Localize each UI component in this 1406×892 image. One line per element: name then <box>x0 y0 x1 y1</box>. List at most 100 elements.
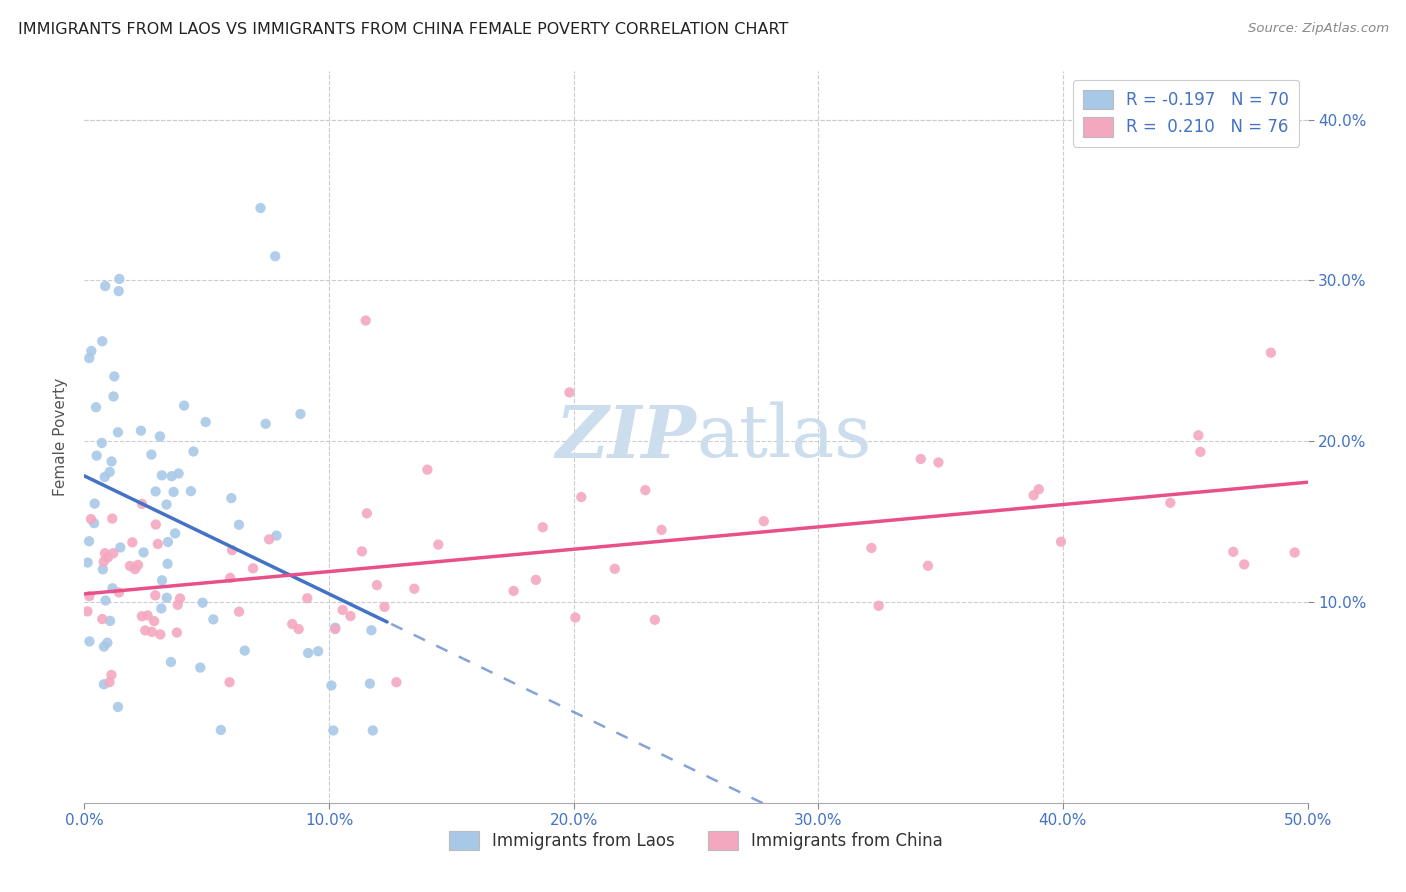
Point <box>1022 488 1045 502</box>
Point <box>361 723 384 738</box>
Point <box>93 555 115 569</box>
Point <box>1260 345 1282 359</box>
Point <box>90 436 112 450</box>
Legend: Immigrants from Laos, Immigrants from China: Immigrants from Laos, Immigrants from Ch… <box>441 824 950 856</box>
Point <box>160 469 183 483</box>
Point <box>118 558 141 573</box>
Point <box>180 484 202 499</box>
Point <box>76 556 98 570</box>
Point <box>297 646 319 660</box>
Point <box>91 334 114 349</box>
Point <box>108 272 131 286</box>
Point <box>165 526 187 541</box>
Point <box>927 455 949 469</box>
Point <box>80 512 103 526</box>
Point <box>373 599 395 614</box>
Point <box>359 676 381 690</box>
Point <box>1028 482 1050 496</box>
Point <box>1284 545 1306 559</box>
Point <box>221 491 243 505</box>
Point <box>100 454 122 468</box>
Point <box>156 591 179 605</box>
Point <box>569 490 592 504</box>
Point <box>194 415 217 429</box>
Point <box>107 425 129 440</box>
Point <box>79 589 101 603</box>
Point <box>644 613 666 627</box>
Point <box>149 627 172 641</box>
Point <box>131 497 153 511</box>
Point <box>98 465 121 479</box>
Point <box>228 605 250 619</box>
Text: IMMIGRANTS FROM LAOS VS IMMIGRANTS FROM CHINA FEMALE POVERTY CORRELATION CHART: IMMIGRANTS FROM LAOS VS IMMIGRANTS FROM … <box>18 22 789 37</box>
Point <box>155 498 177 512</box>
Point <box>264 249 287 263</box>
Point <box>1159 496 1181 510</box>
Point <box>558 385 581 400</box>
Point <box>77 351 100 365</box>
Point <box>134 624 156 638</box>
Point <box>107 700 129 714</box>
Point <box>145 484 167 499</box>
Point <box>254 417 277 431</box>
Point <box>86 449 108 463</box>
Point <box>103 546 125 560</box>
Point <box>860 541 883 555</box>
Point <box>281 617 304 632</box>
Point <box>131 609 153 624</box>
Point <box>356 506 378 520</box>
Point <box>143 614 166 628</box>
Text: atlas: atlas <box>696 401 872 473</box>
Point <box>404 582 426 596</box>
Point <box>651 523 673 537</box>
Point <box>143 588 166 602</box>
Point <box>332 603 354 617</box>
Point <box>83 497 105 511</box>
Point <box>93 470 115 484</box>
Point <box>219 571 242 585</box>
Point <box>524 573 547 587</box>
Point <box>169 591 191 606</box>
Point <box>287 622 309 636</box>
Point <box>97 550 120 565</box>
Y-axis label: Female Poverty: Female Poverty <box>53 378 69 496</box>
Point <box>218 675 240 690</box>
Point <box>150 574 173 588</box>
Point <box>167 467 190 481</box>
Point <box>242 561 264 575</box>
Point <box>136 608 159 623</box>
Point <box>96 636 118 650</box>
Point <box>752 514 775 528</box>
Point <box>166 598 188 612</box>
Point <box>360 624 382 638</box>
Point <box>307 644 329 658</box>
Point <box>166 625 188 640</box>
Point <box>77 534 100 549</box>
Point <box>188 660 211 674</box>
Point <box>1050 534 1073 549</box>
Point <box>221 543 243 558</box>
Point <box>868 599 890 613</box>
Point <box>290 407 312 421</box>
Point <box>103 389 125 403</box>
Point <box>156 535 179 549</box>
Point <box>1187 428 1209 442</box>
Point <box>83 516 105 531</box>
Point <box>94 546 117 560</box>
Point <box>228 517 250 532</box>
Point <box>202 612 225 626</box>
Point <box>107 284 129 298</box>
Point <box>156 557 179 571</box>
Point <box>233 643 256 657</box>
Point <box>634 483 657 498</box>
Point <box>323 622 346 636</box>
Point <box>93 677 115 691</box>
Point <box>146 537 169 551</box>
Point <box>385 675 408 690</box>
Point <box>79 634 101 648</box>
Point <box>129 424 152 438</box>
Point <box>150 601 173 615</box>
Point <box>150 468 173 483</box>
Point <box>564 610 586 624</box>
Point <box>145 517 167 532</box>
